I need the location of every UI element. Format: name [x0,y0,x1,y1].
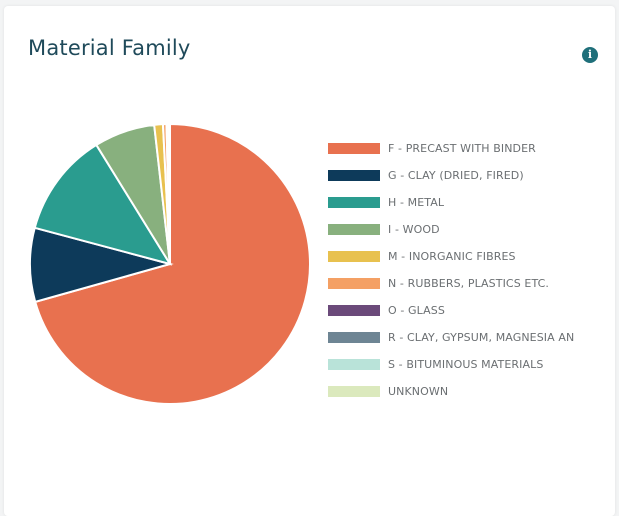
legend-label: O - GLASS [388,304,445,317]
legend-swatch [328,197,380,208]
legend-swatch [328,386,380,397]
legend-label: R - CLAY, GYPSUM, MAGNESIA AN [388,331,575,344]
legend-label: S - BITUMINOUS MATERIALS [388,358,544,371]
legend-swatch [328,251,380,262]
legend-swatch [328,143,380,154]
legend-label: UNKNOWN [388,385,449,398]
legend-item[interactable]: R - CLAY, GYPSUM, MAGNESIA AN [328,324,574,351]
pie-slice[interactable] [167,122,171,265]
legend-swatch [328,332,380,343]
legend-label: N - RUBBERS, PLASTICS ETC. [388,277,549,290]
legend-swatch [328,359,380,370]
legend-item[interactable]: S - BITUMINOUS MATERIALS [328,351,574,378]
legend-item[interactable]: M - INORGANIC FIBRES [328,243,574,270]
legend-swatch [328,305,380,316]
legend-item[interactable]: H - METAL [328,189,574,216]
legend-item[interactable]: N - RUBBERS, PLASTICS ETC. [328,270,574,297]
card-title: Material Family [28,36,191,60]
pie-slice[interactable] [33,143,173,266]
legend-label: M - INORGANIC FIBRES [388,250,516,263]
info-icon[interactable]: i [582,47,598,63]
legend-label: I - WOOD [388,223,440,236]
legend-item[interactable]: G - CLAY (DRIED, FIRED) [328,162,574,189]
legend-swatch [328,224,380,235]
legend-label: F - PRECAST WITH BINDER [388,142,536,155]
legend-item[interactable]: O - GLASS [328,297,574,324]
legend-swatch [328,170,380,181]
legend-swatch [328,278,380,289]
legend-item[interactable]: UNKNOWN [328,378,574,405]
legend-label: H - METAL [388,196,445,209]
legend-item[interactable]: I - WOOD [328,216,574,243]
chart-legend: F - PRECAST WITH BINDER G - CLAY (DRIED, … [328,135,574,405]
legend-label: G - CLAY (DRIED, FIRED) [388,169,524,182]
legend-item[interactable]: F - PRECAST WITH BINDER [328,135,574,162]
